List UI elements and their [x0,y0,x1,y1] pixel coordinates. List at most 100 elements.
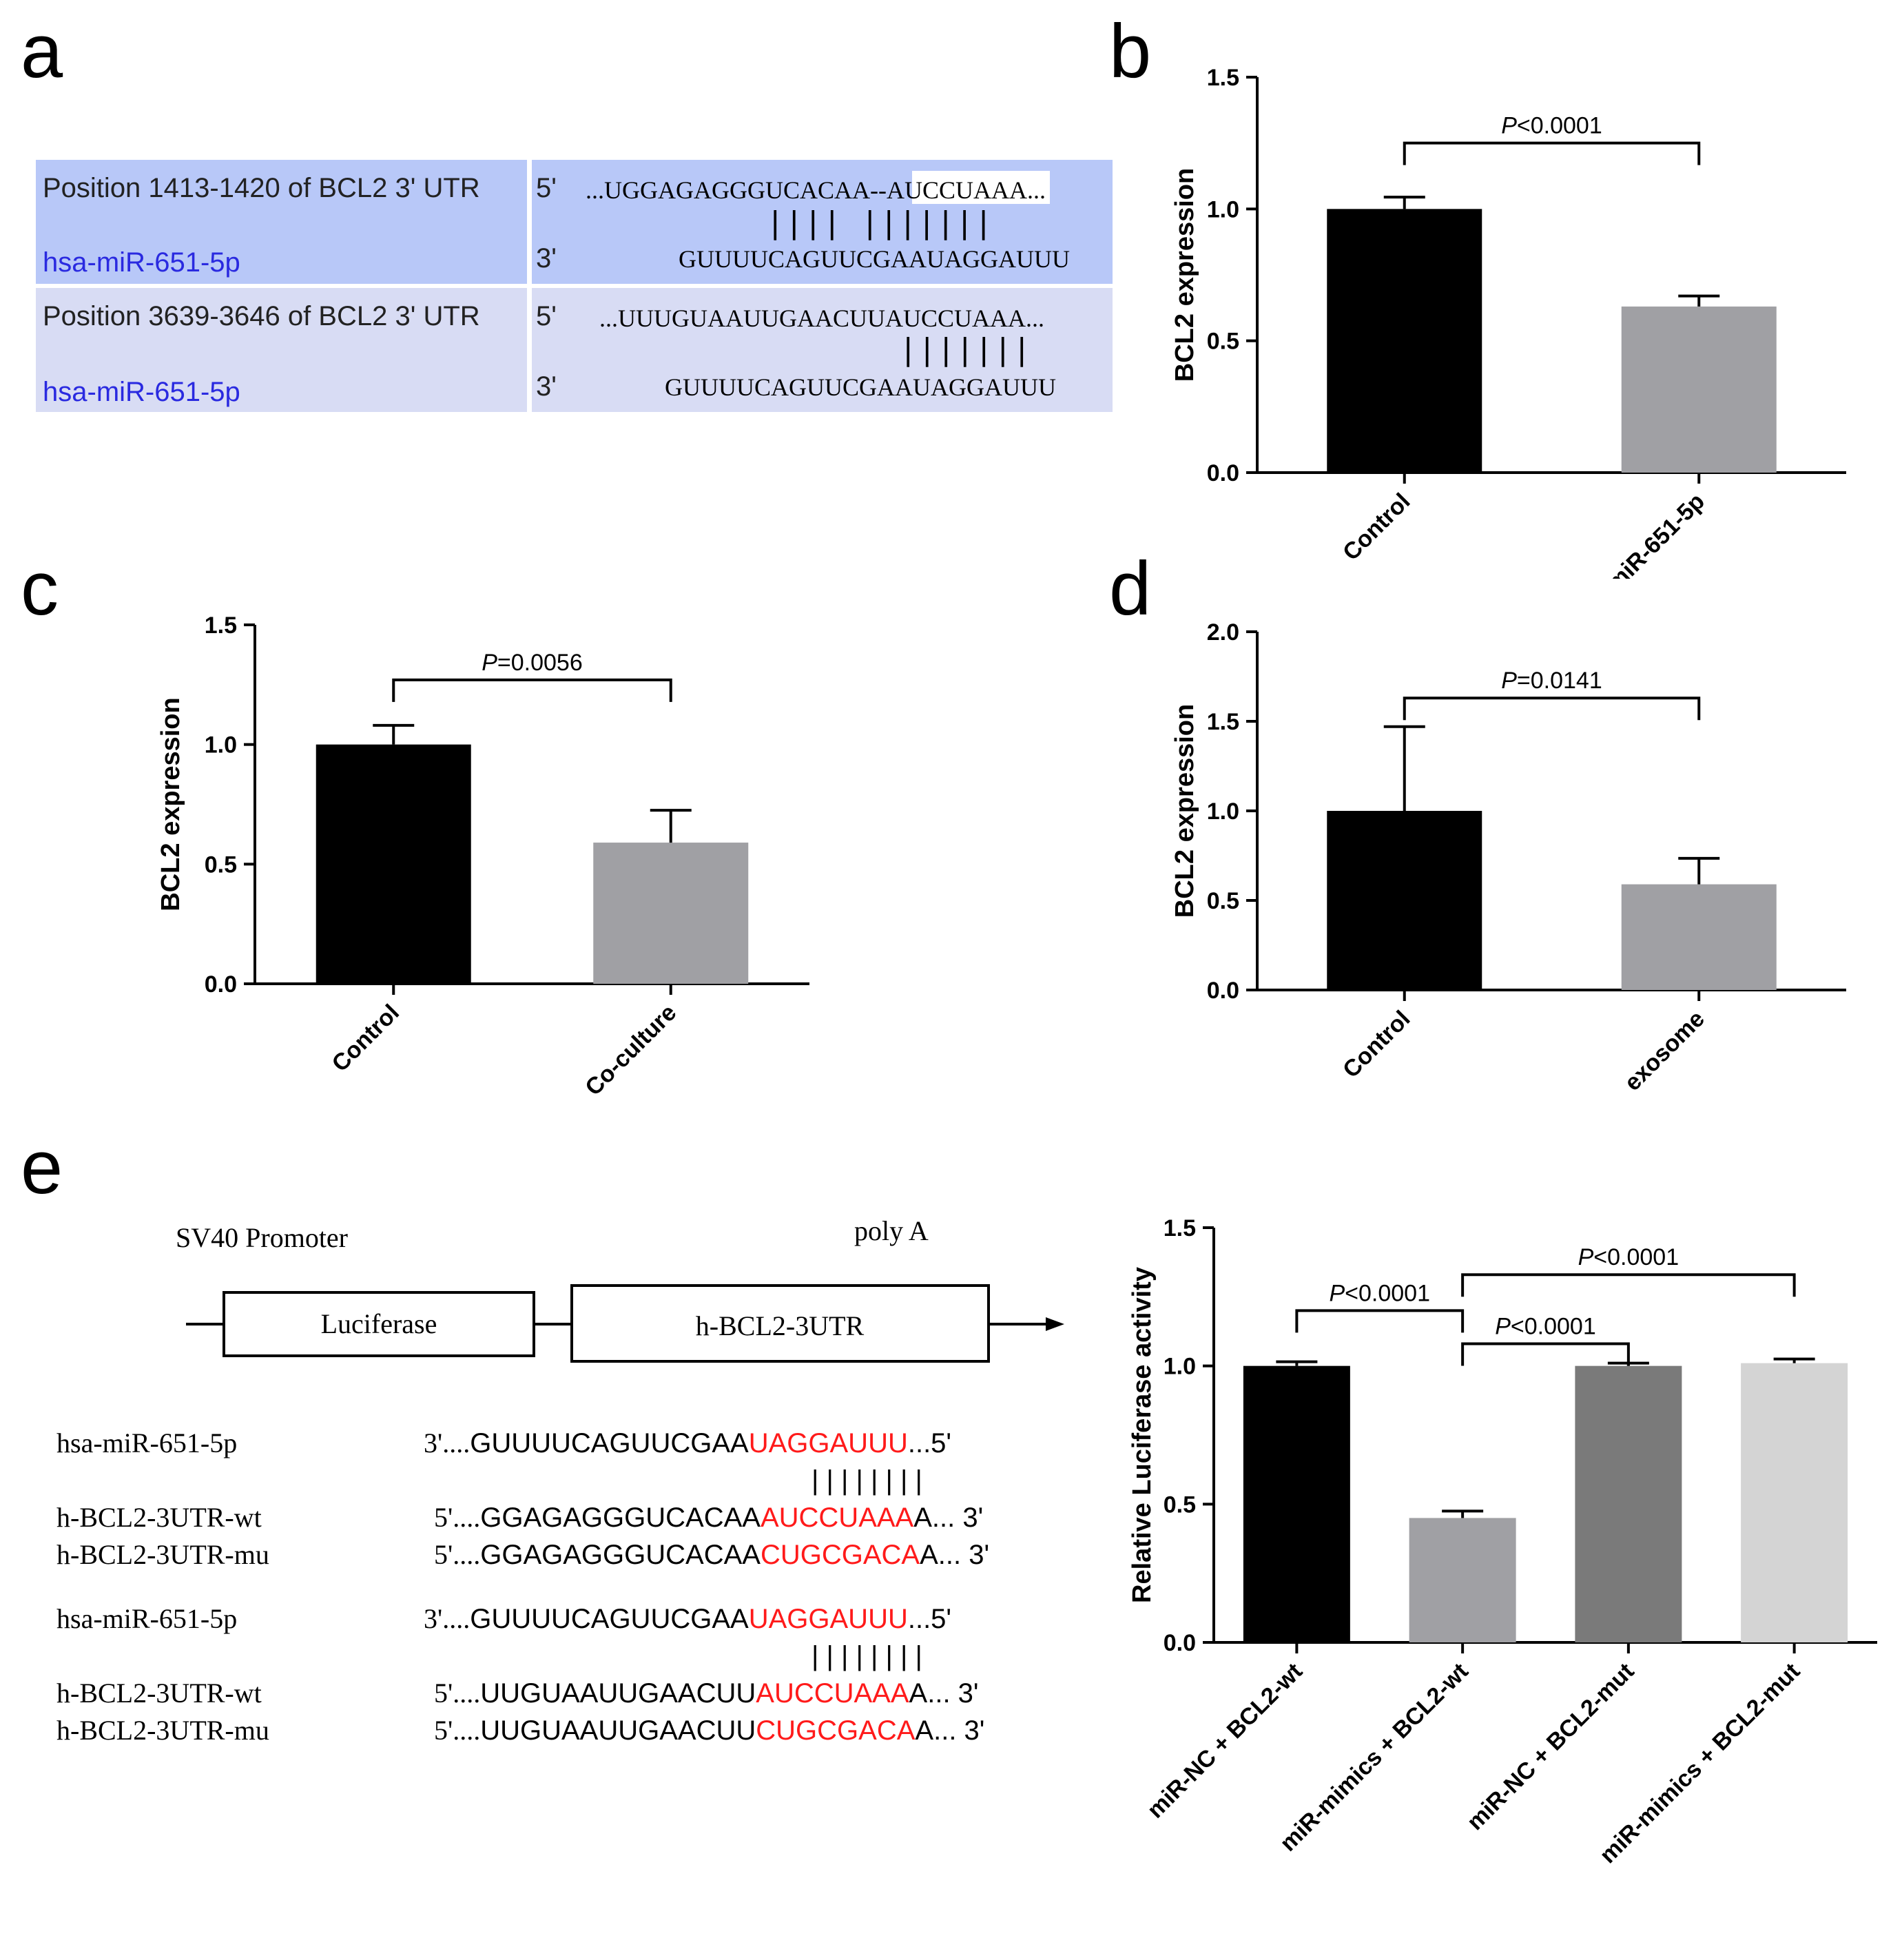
x-tick-label: miR-651-5p [1602,488,1709,579]
x-tick-label: miR-mimics + BCL2-wt [1275,1658,1474,1857]
x-tick-label: miR-mimics + BCL2-mut [1595,1658,1805,1868]
p-value: <0.0001 [1517,113,1602,139]
p-value-label: P=0.0056 [482,650,583,676]
y-axis-label: BCL2 expression [1170,704,1199,918]
significance-bracket [1461,1273,1796,1297]
panel-letter-a: a [21,9,63,94]
row2-end5: 5' [536,301,557,331]
p-value: =0.0056 [497,650,583,676]
x-tick-label: Co-culture [580,1000,681,1101]
bar [316,744,471,984]
row1-position-label: Position 1413-1420 of BCL2 3' UTR [43,173,480,203]
y-tick-label: 0.5 [205,852,237,878]
row1-end5: 5' [536,173,557,203]
row1-target-seq: ...UGGAGAGGGUCACAA--AUCCUAAA... [586,176,1046,204]
x-tick-label: Control [1338,488,1415,566]
x-tick-label: Control [327,1000,404,1077]
p-symbol: P [1501,668,1517,694]
y-tick-label: 0.0 [1164,1630,1196,1656]
panel-letter-c: c [21,546,59,631]
bar [1327,209,1482,473]
chart-b: 0.0 0.5 1.0 1.5 BCL2 expression Control miR-65… [1170,65,1846,579]
seq1-mirna-seq: 3'....GUUUUCAGUUCGAAUAGGAUUU...5' [424,1427,951,1458]
sequence-block-1: hsa-miR-651-5p 3'....GUUUUCAGUUCGAAUAGGA… [56,1427,989,1570]
x-tick-label: miR-NC + BCL2-mut [1462,1658,1639,1835]
row1-end3: 3' [536,243,557,274]
chart-e: 0.0 0.5 1.0 1.5 Relative Luciferase activity… [1128,1215,1877,1868]
alignment-row1-left-bg [36,160,527,284]
seq2-pair-lines: | | | | | | | | [812,1641,922,1671]
bar [1621,884,1777,990]
seq1-pair-lines: | | | | | | | | [812,1465,922,1496]
y-axis-label: Relative Luciferase activity [1128,1267,1157,1603]
luciferase-box [223,1291,535,1357]
row2-target-seq: ...UUUGUAAUUGAACUUAUCCUAAA... [599,305,1044,332]
row1-mirna-seq: GUUUUCAGUUCGAAUAGGAUUU [679,245,1070,273]
luciferase-label: Luciferase [321,1308,437,1339]
bar [1741,1363,1848,1642]
x-tick-label: exosome [1620,1006,1710,1096]
bar [1575,1365,1682,1642]
y-tick-label: 2.0 [1207,619,1239,646]
seq2-mirna-seq: 3'....GUUUUCAGUUCGAAUAGGAUUU...5' [424,1603,951,1634]
seq2-wt-seq: 5'....UUGUAAUUGAACUUAUCCUAAAA... 3' [434,1678,979,1709]
y-tick-label: 1.0 [1207,798,1239,825]
seq1-wt-seq: 5'....GGAGAGGGUCACAAAUCCUAAAA... 3' [434,1502,983,1533]
seq2-mirna-name: hsa-miR-651-5p [56,1603,237,1634]
seq2-wt-name: h-BCL2-3UTR-wt [56,1678,262,1709]
p-value: <0.0001 [1345,1280,1430,1306]
significance-bracket [1403,697,1701,721]
bar [593,843,749,984]
chart-d: 0.0 0.5 1.0 1.5 2.0 BCL2 expression Control exo… [1170,619,1846,1096]
significance-bracket [392,678,672,702]
seq1-mirna-name: hsa-miR-651-5p [56,1427,237,1458]
polya-label: poly A [854,1215,929,1246]
y-tick-label: 1.0 [1164,1354,1196,1380]
p-symbol: P [1329,1280,1345,1306]
alignment-table: Position 1413-1420 of BCL2 3' UTR hsa-mi… [36,160,1113,412]
row2-position-label: Position 3639-3646 of BCL2 3' UTR [43,301,480,331]
alignment-row2-right-bg [532,288,1113,412]
p-value: <0.0001 [1511,1314,1596,1340]
p-value-label: P<0.0001 [1495,1314,1596,1340]
panel-letter-b: b [1109,9,1152,94]
p-symbol: P [482,650,497,676]
y-tick-label: 0.0 [205,971,237,998]
utr-box [570,1284,990,1363]
alignment-row2-left-bg [36,288,527,412]
y-axis-label: BCL2 expression [1170,168,1199,382]
p-value-label: P<0.0001 [1329,1280,1430,1306]
construct-diagram: SV40 Promoter poly A Luciferase h-BCL2-3… [56,1215,1064,1746]
significance-bracket [1461,1342,1630,1366]
p-symbol: P [1501,113,1517,139]
bar [1621,306,1777,473]
y-tick-label: 1.5 [1164,1215,1196,1241]
seq1-mu-seq: 5'....GGAGAGGGUCACAACUGCGACAA... 3' [434,1539,989,1570]
y-tick-label: 0.5 [1207,888,1239,914]
p-symbol: P [1578,1244,1594,1270]
x-tick-label: Control [1338,1006,1415,1083]
y-tick-label: 1.5 [205,612,237,639]
promoter-label: SV40 Promoter [176,1222,348,1253]
p-symbol: P [1495,1314,1511,1340]
p-value: =0.0141 [1517,668,1602,694]
seq1-wt-name: h-BCL2-3UTR-wt [56,1502,262,1533]
p-value-label: P=0.0141 [1501,668,1602,694]
panel-letter-d: d [1109,546,1152,631]
seq2-mu-name: h-BCL2-3UTR-mu [56,1715,269,1746]
y-tick-label: 1.5 [1207,65,1239,91]
chart-c: 0.0 0.5 1.0 1.5 BCL2 expression Control Co-cul… [156,612,809,1101]
p-value-label: P<0.0001 [1578,1244,1679,1270]
p-value-label: P<0.0001 [1501,113,1602,139]
construct-arrow-head [1046,1317,1064,1331]
row1-mirna-label: hsa-miR-651-5p [43,247,240,278]
row2-mirna-seq: GUUUUCAGUUCGAAUAGGAUUU [665,373,1056,401]
bar [1243,1365,1350,1642]
y-tick-label: 0.0 [1207,460,1239,486]
p-value: <0.0001 [1593,1244,1679,1270]
y-tick-label: 1.0 [205,732,237,759]
significance-bracket [1403,141,1701,165]
row2-end3: 3' [536,371,557,402]
row2-pair-lines: ||||||| [899,332,1031,367]
row1-seed-highlight [912,171,1050,204]
